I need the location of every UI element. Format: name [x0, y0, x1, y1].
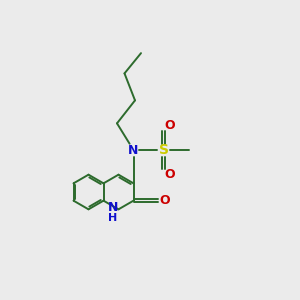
Text: O: O: [159, 194, 170, 207]
Text: H: H: [109, 213, 118, 223]
Text: N: N: [108, 201, 118, 214]
Text: O: O: [164, 168, 175, 182]
Text: N: N: [128, 144, 139, 157]
Text: S: S: [158, 143, 169, 157]
Text: O: O: [164, 119, 175, 132]
